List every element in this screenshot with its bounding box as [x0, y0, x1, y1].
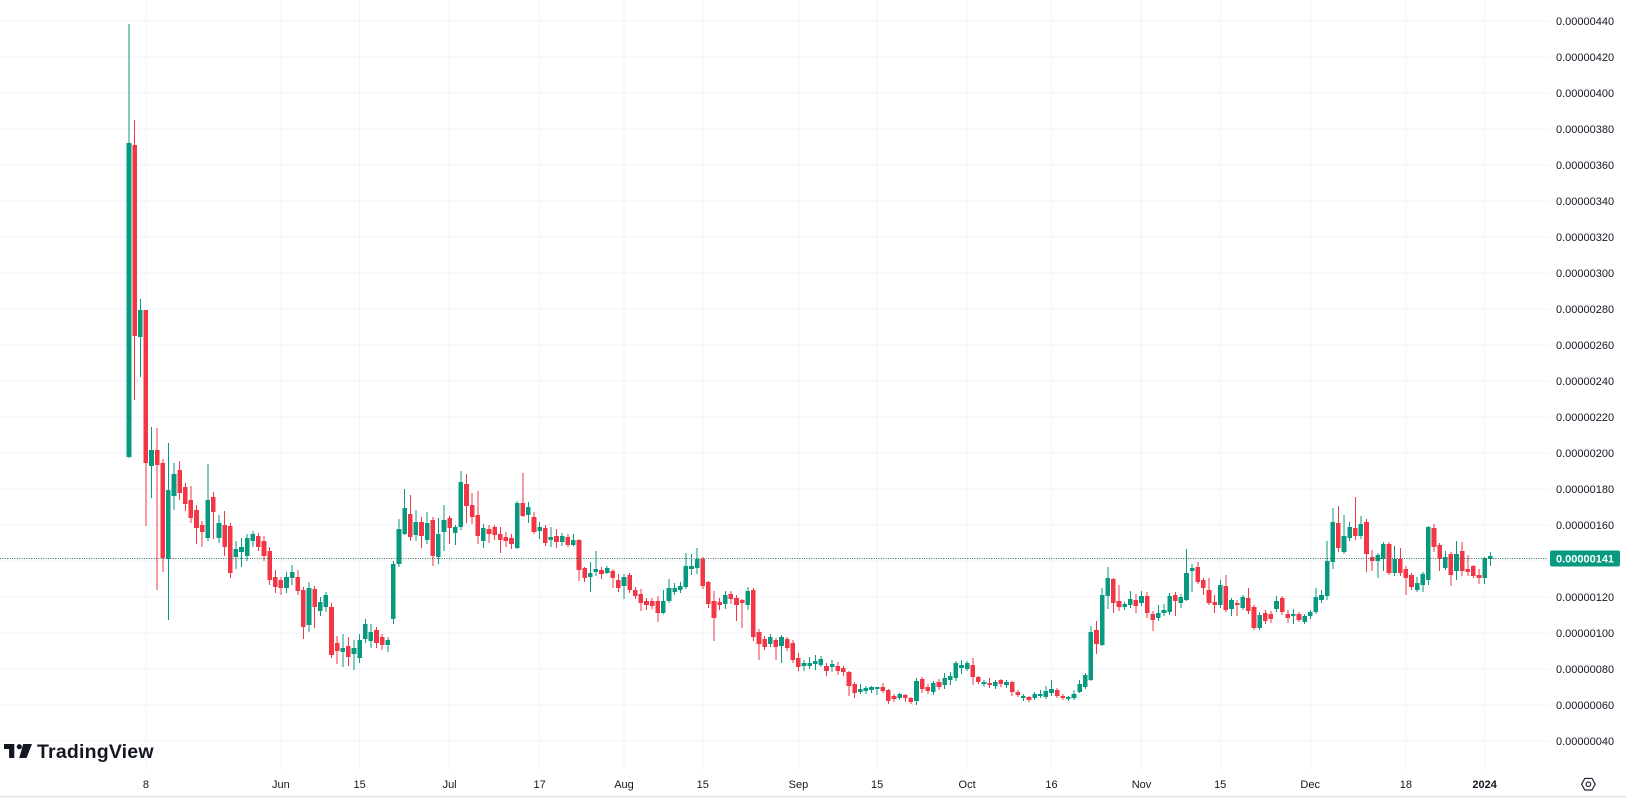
svg-text:0.00000440: 0.00000440 — [1556, 16, 1614, 28]
svg-text:0.00000280: 0.00000280 — [1556, 304, 1614, 316]
svg-text:0.00000300: 0.00000300 — [1556, 268, 1614, 280]
svg-text:15: 15 — [1214, 779, 1226, 791]
svg-text:0.00000340: 0.00000340 — [1556, 196, 1614, 208]
svg-text:0.00000160: 0.00000160 — [1556, 520, 1614, 532]
svg-text:0.00000240: 0.00000240 — [1556, 376, 1614, 388]
svg-text:15: 15 — [697, 779, 709, 791]
svg-text:0.00000380: 0.00000380 — [1556, 124, 1614, 136]
svg-text:0.00000180: 0.00000180 — [1556, 484, 1614, 496]
svg-text:0.00000080: 0.00000080 — [1556, 664, 1614, 676]
svg-text:0.00000220: 0.00000220 — [1556, 412, 1614, 424]
svg-text:2024: 2024 — [1472, 779, 1497, 791]
svg-text:Oct: Oct — [959, 779, 976, 791]
svg-text:0.00000420: 0.00000420 — [1556, 52, 1614, 64]
svg-text:0.00000060: 0.00000060 — [1556, 700, 1614, 712]
svg-text:Dec: Dec — [1300, 779, 1320, 791]
svg-text:Nov: Nov — [1132, 779, 1152, 791]
svg-text:18: 18 — [1400, 779, 1412, 791]
svg-text:8: 8 — [143, 779, 149, 791]
svg-text:0.00000141: 0.00000141 — [1556, 554, 1614, 566]
svg-text:0.00000120: 0.00000120 — [1556, 592, 1614, 604]
svg-text:Aug: Aug — [614, 779, 634, 791]
svg-text:17: 17 — [533, 779, 545, 791]
svg-text:15: 15 — [871, 779, 883, 791]
svg-text:16: 16 — [1045, 779, 1057, 791]
svg-text:TradingView: TradingView — [37, 741, 154, 763]
svg-text:0.00000260: 0.00000260 — [1556, 340, 1614, 352]
svg-text:0.00000200: 0.00000200 — [1556, 448, 1614, 460]
svg-text:0.00000360: 0.00000360 — [1556, 160, 1614, 172]
svg-text:Sep: Sep — [789, 779, 809, 791]
svg-text:0.00000100: 0.00000100 — [1556, 628, 1614, 640]
svg-text:0.00000040: 0.00000040 — [1556, 736, 1614, 748]
svg-text:0.00000320: 0.00000320 — [1556, 232, 1614, 244]
svg-text:Jul: Jul — [443, 779, 457, 791]
svg-text:Jun: Jun — [272, 779, 290, 791]
svg-text:15: 15 — [353, 779, 365, 791]
svg-text:0.00000400: 0.00000400 — [1556, 88, 1614, 100]
